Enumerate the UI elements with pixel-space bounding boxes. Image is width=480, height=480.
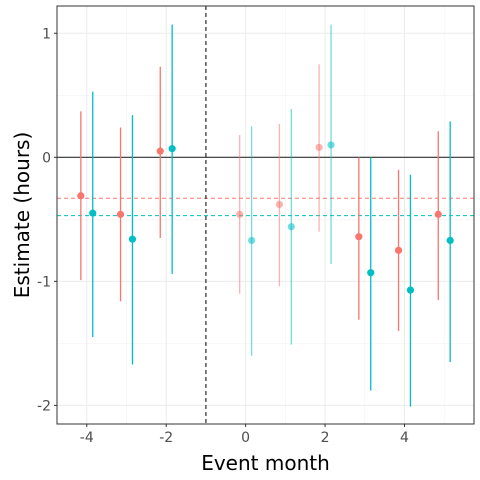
series-1-point bbox=[116, 210, 125, 218]
x-tick-label: 2 bbox=[321, 430, 330, 446]
series-1-point bbox=[315, 143, 323, 152]
series-1-point bbox=[156, 147, 164, 155]
plot-panel bbox=[57, 6, 474, 424]
y-tick-label: 0 bbox=[42, 150, 51, 166]
series-1-point bbox=[394, 246, 403, 254]
x-axis-title: Event month bbox=[201, 451, 330, 475]
x-tick-label: -2 bbox=[159, 430, 173, 446]
chart-marks bbox=[57, 6, 474, 424]
x-tick-label: -4 bbox=[80, 430, 94, 446]
y-tick-label: 1 bbox=[42, 26, 51, 42]
x-tick-label: 4 bbox=[400, 430, 409, 446]
series-1-point bbox=[434, 210, 442, 218]
series-1-point bbox=[77, 192, 85, 200]
panel-border bbox=[56, 5, 475, 425]
x-tick-label: 0 bbox=[241, 430, 250, 446]
axis-ticks: -2 -1 0 1 -4 -2 0 2 4 bbox=[37, 26, 409, 446]
y-tick-label: -1 bbox=[37, 274, 51, 290]
series-2-point bbox=[89, 209, 97, 217]
series-1-point bbox=[236, 210, 244, 218]
series-2-point bbox=[128, 235, 137, 243]
y-axis-title: Estimate (hours) bbox=[10, 132, 34, 299]
series-1-point bbox=[275, 200, 283, 209]
series-1-point bbox=[355, 233, 363, 241]
series-2-point bbox=[406, 286, 415, 294]
y-tick-label: -2 bbox=[37, 398, 51, 414]
series-2-point bbox=[327, 141, 335, 149]
series-2-point bbox=[446, 236, 454, 245]
series-2-point bbox=[287, 223, 295, 231]
series-2-point bbox=[367, 269, 375, 277]
series-2-point bbox=[248, 236, 256, 245]
series-2-point bbox=[168, 145, 176, 153]
